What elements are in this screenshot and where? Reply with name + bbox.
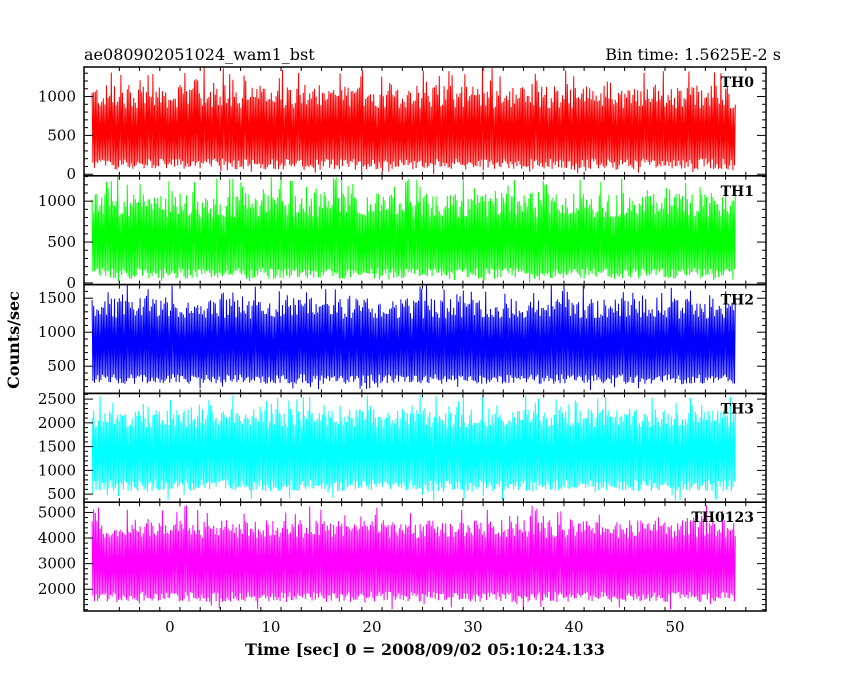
x-tick-label: 30 (463, 618, 482, 636)
y-axis-label: Counts/sec (4, 291, 23, 389)
panel-label-th1: TH1 (721, 184, 754, 200)
panel-label-th0123: TH0123 (691, 510, 754, 526)
x-tick-label: 40 (564, 618, 583, 636)
y-tick-label: 3000 (38, 555, 76, 573)
x-axis-label: Time [sec] 0 = 2008/09/02 05:10:24.133 (245, 640, 605, 659)
y-tick-label: 1500 (38, 438, 76, 456)
y-tick-label: 500 (47, 485, 76, 503)
y-tick-label: 1000 (38, 323, 76, 341)
y-tick-label: 500 (47, 357, 76, 375)
y-tick-label: 1000 (38, 88, 76, 106)
bin-time-label: Bin time: 1.5625E-2 s (605, 45, 781, 64)
y-tick-label: 5000 (38, 503, 76, 521)
y-tick-label: 0 (66, 165, 76, 183)
x-tick-label: 0 (165, 618, 175, 636)
y-tick-label: 1500 (38, 289, 76, 307)
y-tick-label: 4000 (38, 529, 76, 547)
y-tick-label: 500 (47, 126, 76, 144)
series-line-th0 (91, 67, 736, 175)
y-tick-label: 2000 (38, 414, 76, 432)
series-line-th3 (91, 394, 736, 501)
series-line-th0123 (91, 505, 736, 610)
chart-title: ae080902051024_wam1_bst (84, 45, 315, 64)
x-tick-label: 20 (362, 618, 381, 636)
panel-label-th2: TH2 (721, 293, 754, 309)
y-tick-label: 500 (47, 233, 76, 251)
y-tick-label: 0 (66, 274, 76, 292)
x-tick-label: 50 (666, 618, 685, 636)
y-tick-label: 1000 (38, 192, 76, 210)
panel-frame-th0123 (83, 501, 767, 612)
y-tick-label: 1000 (38, 461, 76, 479)
y-tick-label: 2000 (38, 580, 76, 598)
series-line-th1 (91, 176, 736, 283)
y-tick-label: 2500 (38, 390, 76, 408)
series-line-th2 (91, 284, 736, 391)
x-tick-label: 10 (261, 618, 280, 636)
panel-label-th0: TH0 (721, 75, 755, 91)
panel-label-th3: TH3 (721, 401, 754, 417)
